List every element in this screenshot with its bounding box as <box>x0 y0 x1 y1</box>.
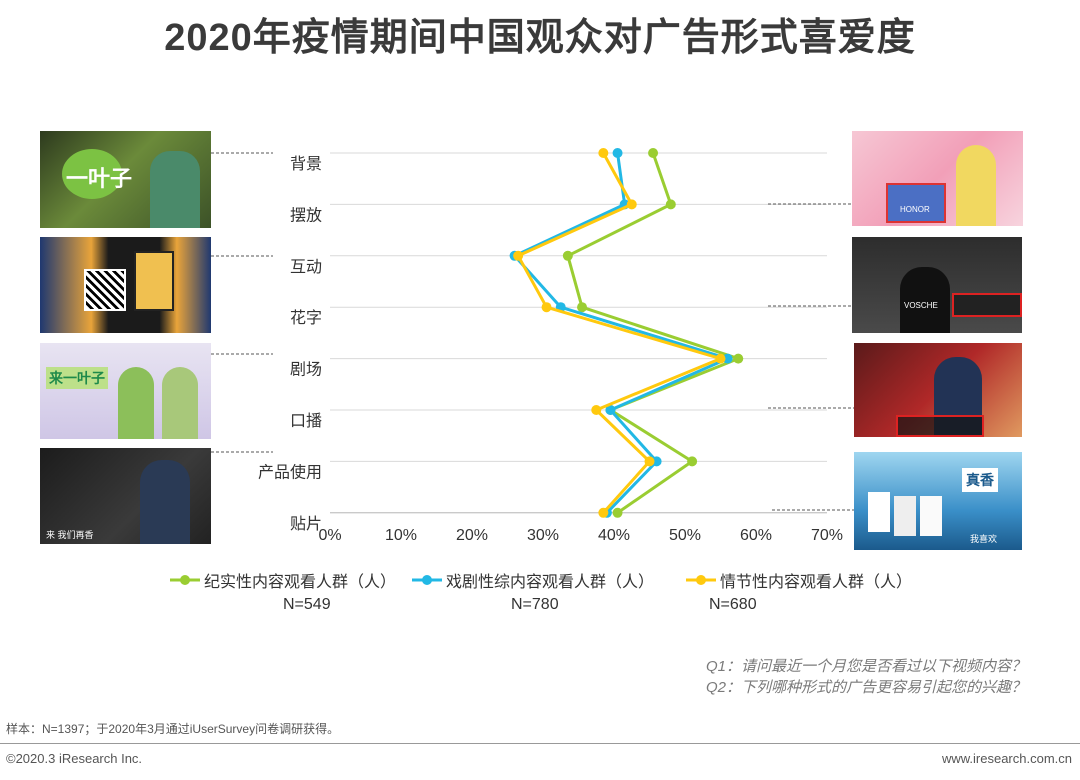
person-figure-right <box>162 367 198 439</box>
category-label: 产品使用 <box>258 463 322 481</box>
caption-highlight-box <box>952 293 1022 317</box>
legend-marker-plot <box>686 575 716 585</box>
qr-code-icon <box>84 269 126 311</box>
series-point-1 <box>612 148 623 158</box>
ad-thumbnail-7 <box>854 343 1022 437</box>
caption-highlight-box <box>896 415 984 437</box>
ad-thumbnail-2 <box>40 237 211 333</box>
series-point-0 <box>733 353 744 364</box>
product-box-left <box>868 492 890 532</box>
sample-size-documentary: N=549 <box>283 596 331 613</box>
series-point-0 <box>687 456 698 467</box>
series-line-0 <box>566 152 740 515</box>
ad-thumbnail-3: 来一叶子 <box>40 343 211 439</box>
series-point-2 <box>626 199 637 210</box>
person-figure <box>140 460 190 544</box>
thumb-6-text: VOSCHE <box>904 301 938 310</box>
thumb-8-sub: 我喜欢 <box>970 534 998 544</box>
copyright: ©2020.3 iResearch Inc. <box>6 751 143 766</box>
series-point-1 <box>722 353 733 364</box>
green-leaf-logo <box>62 149 122 199</box>
legend-label-drama: 戏剧性综内容观看人群（人） <box>446 574 655 591</box>
legend-marker-drama <box>412 575 442 585</box>
series-point-2 <box>591 405 602 415</box>
series-point-0 <box>612 507 623 518</box>
legend: 纪实性内容观看人群（人） 戏剧性综内容观看人群（人） 情节性内容观看人群（人） … <box>0 568 1080 618</box>
series-point-2 <box>598 148 609 158</box>
question-2: Q2：下列哪种形式的广告更容易引起您的兴趣？ <box>705 679 1026 696</box>
ad-thumbnail-4: 来 我们再香 <box>40 448 211 544</box>
thumb-3-text: 来一叶子 <box>46 367 108 389</box>
thumb-5-logo: HONOR <box>900 205 930 214</box>
category-label: 互动 <box>290 258 322 276</box>
legend-item-plot: 情节性内容观看人群（人） <box>686 568 912 592</box>
series-line-1 <box>513 152 730 514</box>
legend-item-drama: 戏剧性综内容观看人群（人） <box>412 568 654 592</box>
x-tick-label: 40% <box>598 527 630 544</box>
ad-thumbnail-1: 一叶子 <box>40 131 211 228</box>
series-point-1 <box>651 456 662 467</box>
category-label: 花字 <box>290 309 322 327</box>
thumb-8-text: 真香 <box>962 468 998 492</box>
series-line-2 <box>516 152 722 514</box>
x-tick-label: 60% <box>740 527 772 544</box>
sample-size-drama: N=780 <box>511 596 559 613</box>
website-link[interactable]: www.iresearch.com.cn <box>941 751 1072 766</box>
product-box-right <box>920 496 942 536</box>
thumb-1-text: 一叶子 <box>66 166 133 191</box>
series-point-2 <box>598 507 609 518</box>
category-label: 口播 <box>290 412 322 430</box>
thumb-4-text: 来 我们再香 <box>46 530 94 540</box>
category-label: 摆放 <box>290 206 322 224</box>
footer-divider <box>0 743 1080 744</box>
person-figure <box>900 267 950 333</box>
person-figure-left <box>118 367 154 439</box>
ad-thumbnail-8: 真香 我喜欢 <box>854 452 1022 550</box>
x-tick-label: 50% <box>669 527 701 544</box>
category-label: 背景 <box>290 155 322 173</box>
legend-label-plot: 情节性内容观看人群（人） <box>720 574 913 591</box>
survey-questions: Q1：请问最近一个月您是否看过以下视频内容？ Q2：下列哪种形式的广告更容易引起… <box>706 656 1026 698</box>
x-tick-label: 10% <box>385 527 417 544</box>
series-point-2 <box>513 250 524 261</box>
series-point-0 <box>665 199 676 210</box>
product-box-mid <box>894 496 916 536</box>
legend-label-documentary: 纪实性内容观看人群（人） <box>204 574 397 591</box>
series-point-2 <box>644 456 655 467</box>
product-box <box>134 251 174 311</box>
page-title: 2020年疫情期间中国观众对广告形式喜爱度 <box>164 17 916 59</box>
series-point-0 <box>648 148 659 158</box>
x-tick-label: 70% <box>811 527 843 544</box>
person-figure <box>150 151 200 228</box>
series-point-0 <box>562 250 573 261</box>
x-tick-label: 0% <box>318 527 341 544</box>
x-tick-label: 30% <box>527 527 559 544</box>
legend-marker-documentary <box>170 575 200 585</box>
ad-thumbnail-6: VOSCHE <box>852 237 1022 333</box>
category-label: 剧场 <box>290 361 322 379</box>
series-point-2 <box>541 302 552 313</box>
series-point-1 <box>605 405 616 415</box>
category-label: 贴片 <box>290 515 322 533</box>
ad-thumbnail-5: HONOR <box>852 131 1023 226</box>
series-point-2 <box>715 353 726 364</box>
question-1: Q1：请问最近一个月您是否看过以下视频内容？ <box>705 658 1026 675</box>
person-figure <box>956 145 996 226</box>
sample-size-plot: N=680 <box>709 596 757 613</box>
legend-item-documentary: 纪实性内容观看人群（人） <box>170 568 396 592</box>
x-tick-label: 20% <box>456 527 488 544</box>
phone-screen <box>886 183 946 223</box>
sample-note: 样本：N=1397；于2020年3月通过iUserSurvey问卷调研获得。 <box>6 722 340 736</box>
series-point-0 <box>577 302 588 313</box>
